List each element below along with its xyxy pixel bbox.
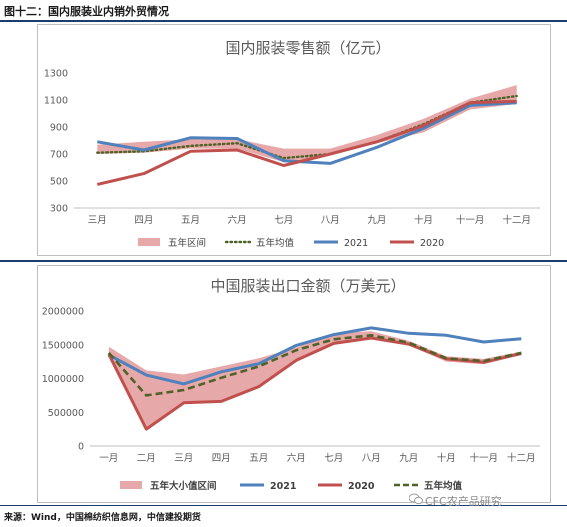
x-tick-label: 十月	[437, 452, 456, 464]
series-line-2020	[96, 99, 517, 186]
x-tick-label: 九月	[367, 214, 386, 226]
y-tick-label: 1100	[44, 96, 68, 107]
y-tick-label: 500	[50, 177, 68, 188]
legend-label: 五年均值	[424, 480, 463, 492]
series-line-five-year-avg	[107, 334, 522, 397]
legend-label: 五年大小值区间	[150, 480, 217, 492]
source-note: 来源：Wind，中国棉纺织信息网，中信建投期货	[4, 513, 201, 523]
x-tick-label: 十二月	[502, 214, 531, 226]
y-tick-label: 900	[50, 123, 68, 134]
export-chart: 中国服装出口金额（万美元） 0 500000 1000000 1500000 200000…	[42, 277, 540, 492]
chart-title: 国内服装零售额（亿元）	[225, 39, 390, 57]
y-tick-label: 1500000	[42, 340, 84, 351]
x-tick-label: 三月	[174, 453, 193, 464]
y-tick-label: 500000	[48, 408, 84, 419]
x-tick-label: 十月	[414, 214, 433, 226]
x-tick-label: 八月	[321, 215, 340, 226]
retail-chart: 国内服装零售额（亿元） 300 500 700 900 1100 1300 三月 四月 五月 六月 七…	[44, 39, 540, 249]
bottom-rule	[0, 505, 567, 506]
x-tick-label: 十一月	[469, 452, 498, 464]
legend-label: 2021	[344, 238, 368, 249]
legend-label: 五年区间	[168, 237, 206, 249]
series-line-2021	[97, 101, 517, 165]
x-tick-label: 十一月	[456, 214, 485, 226]
series-line-2021	[108, 326, 522, 386]
x-tick-label: 三月	[88, 215, 107, 226]
x-tick-label: 一月	[99, 453, 118, 464]
y-tick-label: 700	[50, 150, 68, 161]
x-tick-label: 二月	[137, 453, 156, 464]
band-area	[97, 85, 517, 163]
title-rule	[0, 20, 567, 22]
x-tick-label: 五月	[249, 453, 268, 464]
y-tick-label: 1000000	[42, 374, 84, 385]
chart-panel-export: 中国服装出口金额（万美元） 0 500000 1000000 1500000 200000…	[37, 265, 551, 503]
x-tick-label: 六月	[287, 452, 306, 464]
legend-label: 2020	[348, 481, 375, 492]
x-tick-label: 九月	[399, 452, 418, 464]
watermark: CFC农产品研究	[425, 495, 502, 508]
chart-title: 中国服装出口金额（万美元）	[210, 277, 405, 295]
x-tick-label: 六月	[228, 214, 247, 226]
legend-label: 2021	[270, 481, 296, 492]
legend-label: 五年均值	[256, 237, 295, 249]
legend-label: 2020	[420, 238, 444, 249]
y-tick-label: 0	[78, 442, 84, 453]
x-tick-label: 四月	[134, 215, 153, 226]
x-tick-label: 十二月	[507, 452, 536, 464]
wechat-icon	[409, 493, 423, 505]
x-tick-label: 七月	[324, 453, 343, 464]
y-tick-label: 1300	[44, 69, 68, 80]
y-tick-label: 300	[50, 204, 68, 215]
x-tick-label: 四月	[212, 453, 231, 464]
x-tick-label: 五月	[181, 215, 200, 226]
mid-rule	[0, 260, 567, 262]
legend-swatch	[138, 238, 160, 246]
x-tick-label: 七月	[274, 215, 293, 226]
figure-title: 图十二：国内服装业内销外贸情况	[4, 5, 169, 18]
chart-panel-retail: 国内服装零售额（亿元） 300 500 700 900 1100 1300 三月 四月 五月 六月 七…	[37, 24, 551, 256]
y-tick-label: 2000000	[42, 307, 84, 318]
legend-swatch	[120, 481, 142, 489]
x-tick-label: 八月	[362, 453, 381, 464]
